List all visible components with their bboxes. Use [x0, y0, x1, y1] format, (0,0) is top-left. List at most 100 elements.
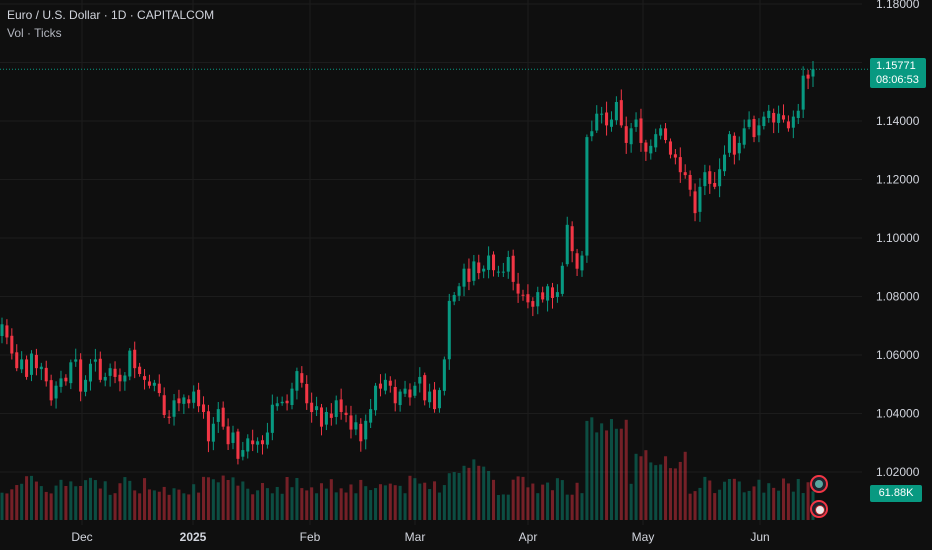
candle-body — [226, 426, 230, 445]
candle-body — [433, 389, 437, 410]
candle-body — [295, 371, 299, 391]
candle-body — [152, 382, 156, 386]
volume-bar — [201, 476, 206, 520]
volume-bar — [221, 475, 225, 520]
us-flag-event-icon[interactable] — [810, 500, 828, 518]
candle-body — [747, 119, 751, 127]
candle-body — [565, 224, 569, 265]
candle-body — [619, 100, 623, 126]
chart-title: Euro / U.S. Dollar · 1D · CAPITALCOM — [7, 8, 215, 22]
volume-bar — [383, 485, 387, 520]
globe-event-icon[interactable] — [810, 475, 828, 493]
volume-bar — [600, 423, 604, 520]
volume-bar — [531, 483, 535, 520]
volume-bar — [364, 486, 368, 520]
candle-body — [501, 271, 505, 273]
candle-body — [511, 255, 515, 282]
volume-bar — [796, 478, 800, 520]
volume-bar — [29, 475, 34, 520]
candle-body — [93, 359, 97, 362]
volume-bar — [315, 493, 319, 520]
volume-bar — [0, 492, 4, 520]
candle-body — [723, 154, 727, 172]
candle-body — [108, 368, 112, 376]
candle-body — [727, 134, 731, 153]
volume-bar — [403, 493, 407, 520]
volume-bar — [698, 487, 702, 520]
volume-bar — [349, 484, 353, 520]
candle-body — [290, 388, 294, 405]
candle-body — [20, 359, 24, 370]
candle-body — [614, 101, 618, 121]
candle-body — [138, 366, 142, 375]
volume-bar — [521, 476, 525, 520]
candle-body — [673, 154, 677, 158]
candle-body — [546, 286, 550, 301]
candle-body — [550, 287, 555, 298]
volume-bar — [54, 485, 58, 520]
volume-bar — [236, 485, 240, 520]
volume-bar — [688, 493, 692, 520]
volume-bar — [747, 490, 751, 520]
volume-bar — [447, 473, 451, 520]
volume-bar — [167, 494, 171, 520]
volume-bar — [197, 492, 201, 520]
volume-bar — [757, 479, 761, 520]
volume-bar — [516, 476, 520, 520]
candle-body — [447, 300, 451, 360]
volume-bar — [457, 472, 461, 520]
last-price-badge: 1.15771 08:06:53 — [870, 58, 926, 88]
volume-bar — [265, 488, 269, 520]
candle-body — [177, 398, 181, 404]
candle-body — [133, 349, 137, 369]
volume-bar — [241, 481, 245, 520]
candle-body — [654, 134, 658, 148]
volume-bar — [374, 488, 378, 520]
candle-body — [39, 366, 43, 370]
volume-bar — [541, 484, 545, 520]
volume-bar — [737, 481, 741, 520]
candle-body — [246, 438, 250, 452]
candle-body — [462, 268, 466, 287]
candle-body — [339, 399, 343, 413]
candle-body — [693, 191, 697, 214]
candle-body — [374, 385, 378, 411]
candle-body — [398, 391, 402, 406]
volume-bar — [157, 491, 161, 520]
candle-body — [285, 400, 289, 404]
volume-bar — [113, 493, 117, 520]
volume-bar — [15, 485, 19, 520]
candle-body — [418, 376, 422, 384]
volume-bar — [605, 430, 609, 520]
volume-bar — [231, 477, 235, 520]
candle-body — [10, 335, 14, 354]
candle-body — [624, 126, 628, 143]
volume-bar — [664, 456, 668, 520]
volume-bar — [786, 483, 790, 520]
grid — [0, 0, 862, 525]
volume-bar — [246, 488, 250, 520]
volume-bar — [34, 481, 38, 520]
candle-body — [172, 400, 176, 417]
candle-body — [560, 265, 564, 294]
x-tick-label: Mar — [405, 530, 426, 544]
y-tick-label: 1.12000 — [876, 173, 920, 187]
volume-bar — [575, 482, 579, 520]
candle-body — [236, 431, 240, 459]
volume-bar — [10, 489, 14, 520]
volume-bar — [300, 488, 304, 520]
volume-bar — [546, 482, 550, 520]
volume-bar — [84, 480, 88, 520]
candle-body — [5, 325, 9, 338]
candle-body — [369, 409, 373, 423]
volume-bar — [708, 480, 712, 520]
candle-body — [590, 131, 594, 137]
y-tick-label: 1.04000 — [876, 407, 920, 421]
candle-body — [777, 113, 781, 123]
volume-bar — [491, 479, 496, 520]
volume-bar — [791, 491, 795, 520]
candle-body — [329, 413, 333, 418]
volume-bar — [295, 477, 299, 520]
volume-bar — [388, 483, 392, 520]
